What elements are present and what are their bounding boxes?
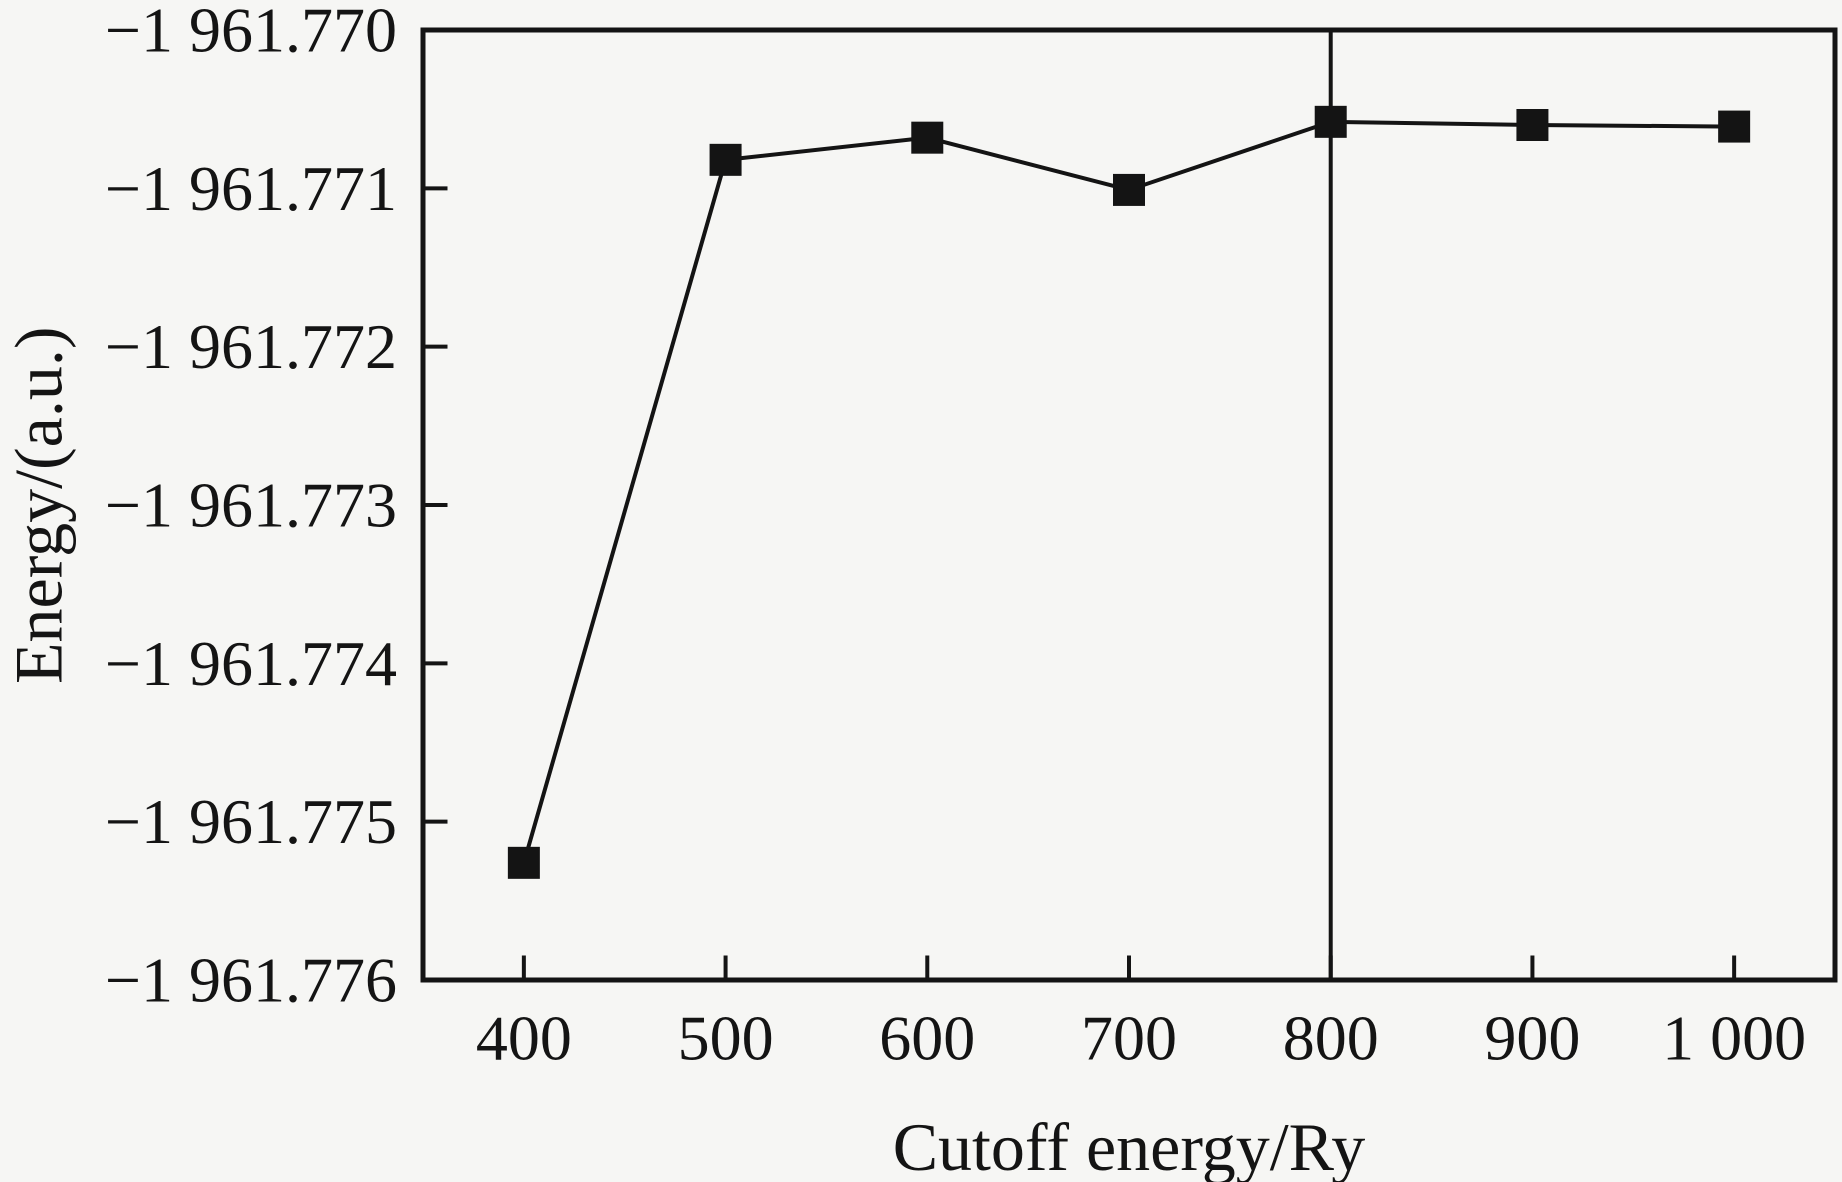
data-line [521, 119, 1735, 864]
x-axis-title: Cutoff energy/Ry [892, 1109, 1366, 1182]
x-tick-label: 600 [879, 1003, 975, 1074]
data-point-marker [507, 846, 540, 879]
x-tick-label: 700 [1081, 1003, 1177, 1074]
x-tick-label: 1 000 [1662, 1003, 1806, 1074]
x-tick-label: 400 [476, 1003, 572, 1074]
y-tick-label: −1 961.775 [105, 786, 397, 857]
data-point-marker [1113, 173, 1145, 206]
y-tick-label: −1 961.771 [105, 153, 397, 224]
y-tick-label: −1 961.770 [105, 0, 397, 66]
x-tick-label: 800 [1283, 1003, 1379, 1074]
data-point-marker [1314, 105, 1347, 138]
y-axis-title: Energy/(a.u.) [0, 326, 77, 684]
y-tick-label: −1 961.776 [105, 945, 397, 1016]
plot-border [420, 27, 1838, 983]
data-point-marker [1516, 109, 1549, 141]
y-tick-label: −1 961.772 [105, 311, 397, 382]
y-tick-label: −1 961.774 [105, 628, 397, 699]
data-point-marker [911, 121, 944, 154]
data-point-marker [709, 143, 742, 176]
data-point-marker [1718, 110, 1751, 143]
x-tick-label: 500 [678, 1003, 774, 1074]
y-tick-label: −1 961.773 [105, 470, 397, 541]
x-tick-label: 900 [1484, 1003, 1580, 1074]
